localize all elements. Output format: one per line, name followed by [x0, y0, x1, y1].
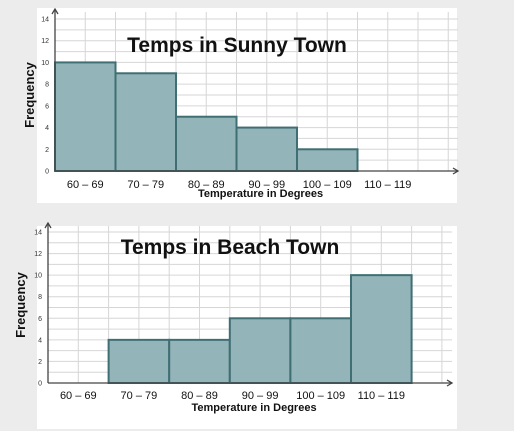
- x-tick-label: 90 – 99: [242, 390, 279, 402]
- x-tick-label: 110 – 119: [364, 179, 411, 191]
- x-tick-label: 70 – 79: [121, 390, 158, 402]
- x-tick-label: 100 – 109: [303, 179, 352, 191]
- y-tick-label: 0: [45, 169, 49, 176]
- bar-beach-3: [228, 317, 292, 384]
- x-tick-label: 60 – 69: [60, 390, 97, 402]
- sunny-town-histogram: 0 2 4 6 8 10 12 14 60 – 69 70 – 79 80 – 89 90 – 99 1…: [22, 7, 460, 203]
- beach-town-histogram: 0 2 4 6 8 10 12 14 60 – 69 70 – 79 80 – 89 90 – 99 1…: [13, 221, 457, 429]
- bar-sunny-2: [175, 115, 238, 172]
- y-tick-label: 10: [34, 273, 42, 280]
- y-axis-arrow: [44, 221, 52, 229]
- chart-title: Temps in Sunny Town: [127, 34, 347, 57]
- x-tick-label: 100 – 109: [296, 390, 345, 402]
- y-tick-label: 10: [41, 60, 49, 67]
- bar-sunny-1: [114, 72, 177, 172]
- y-axis-label: Frequency: [13, 271, 28, 338]
- x-tick-label: 60 – 69: [67, 179, 104, 191]
- y-axis-arrow: [51, 7, 59, 15]
- x-tick-label: 80 – 89: [188, 179, 225, 191]
- bar-beach-2: [168, 338, 231, 384]
- x-axis-label: Temperature in Degrees: [191, 402, 316, 414]
- y-tick-label: 0: [38, 381, 42, 388]
- y-tick-label: 6: [45, 103, 49, 110]
- bar-beach-1: [107, 338, 171, 384]
- x-tick-label: 80 – 89: [181, 390, 218, 402]
- bar-sunny-0: [54, 61, 117, 172]
- y-tick-label: 4: [38, 337, 42, 344]
- y-tick-label: 4: [45, 125, 49, 132]
- y-tick-label: 12: [41, 38, 49, 45]
- x-tick-label: 70 – 79: [127, 179, 164, 191]
- x-axis-label: Temperature in Degrees: [198, 188, 323, 200]
- y-tick-label: 12: [34, 251, 42, 258]
- y-axis-label: Frequency: [22, 61, 37, 128]
- y-tick-label: 14: [41, 17, 49, 24]
- y-tick-label: 2: [45, 147, 49, 154]
- y-tick-label: 2: [38, 359, 42, 366]
- y-tick-label: 8: [38, 294, 42, 301]
- bar-beach-4: [289, 317, 352, 384]
- x-axis-arrow: [446, 379, 454, 387]
- chart-title: Temps in Beach Town: [121, 236, 340, 259]
- beach-town-chart: 0 2 4 6 8 10 12 14 60 – 69 70 – 79 80 – 89 90 – 99 1…: [0, 218, 514, 431]
- x-tick-label: 90 – 99: [248, 179, 285, 191]
- bar-sunny-3: [235, 126, 298, 172]
- y-tick-label: 6: [38, 316, 42, 323]
- sunny-town-chart: 0 2 4 6 8 10 12 14 60 – 69 70 – 79 80 – 89 90 – 99 1…: [0, 0, 514, 205]
- x-tick-label: 110 – 119: [358, 390, 405, 402]
- y-tick-label: 8: [45, 82, 49, 89]
- bar-sunny-4: [296, 148, 359, 173]
- bar-beach-5: [350, 274, 413, 384]
- y-tick-label: 14: [34, 230, 42, 237]
- x-axis-arrow: [452, 167, 460, 175]
